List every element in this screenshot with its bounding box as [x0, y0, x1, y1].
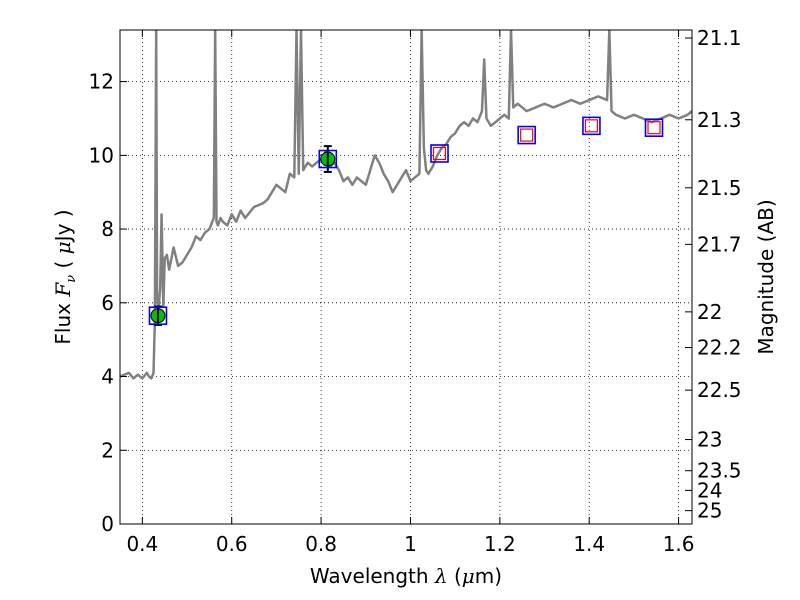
- y2-tick-label: 21.1: [697, 26, 742, 50]
- y2-axis-label: Magnitude (AB): [754, 199, 778, 354]
- y-tick-label: 4: [101, 365, 114, 389]
- x-tick-label: 0.6: [216, 532, 248, 556]
- y2-tick-label: 21.7: [697, 232, 742, 256]
- y2-tick-label: 21.5: [697, 176, 742, 200]
- y2-tick-label: 24: [697, 478, 722, 502]
- y2-tick-label: 21.3: [697, 108, 742, 132]
- x-tick-label: 1.6: [663, 532, 695, 556]
- model-flux-square: [148, 306, 168, 326]
- upper-limit-square: [432, 146, 447, 161]
- model-flux-square: [644, 118, 664, 137]
- spectrum-line: [120, 30, 692, 380]
- y-tick-label: 6: [101, 291, 114, 315]
- model-flux-square: [582, 116, 601, 136]
- y-axis-label: Flux Fν ( μJy ): [51, 209, 79, 344]
- x-tick-label: 0.8: [305, 532, 337, 556]
- x-tick-label: 1.2: [484, 532, 516, 556]
- y-tick-label: 10: [89, 143, 114, 167]
- upper-limit-square: [647, 121, 661, 135]
- y2-tick-label: 22: [697, 300, 722, 324]
- y-tick-label: 0: [101, 512, 114, 536]
- x-axis: 0.4 0.6 0.8 1 1.2 1.4 1.6: [126, 30, 695, 556]
- grid-lines: [120, 30, 692, 525]
- y2-tick-label: 22.2: [697, 336, 742, 360]
- y-tick-label: 8: [101, 217, 114, 241]
- upper-limit-square: [520, 128, 534, 142]
- x-tick-label: 1: [404, 532, 417, 556]
- x-tick-label: 1.4: [573, 532, 605, 556]
- y2-tick-label: 22.5: [697, 378, 742, 402]
- model-flux-square: [318, 149, 338, 169]
- y2-tick-label: 23.5: [697, 459, 742, 483]
- y2-tick-label: 23: [697, 428, 722, 452]
- plot-frame: [119, 29, 693, 525]
- y-tick-label: 12: [89, 70, 114, 94]
- y-axis-left: 0 2 4 6 8 10 12: [89, 70, 127, 536]
- x-axis-label: Wavelength λ (μm): [310, 564, 502, 588]
- model-flux-square: [430, 144, 449, 163]
- x-tick-label: 0.4: [126, 532, 158, 556]
- upper-limit-square: [584, 119, 599, 133]
- y-tick-label: 2: [101, 438, 114, 462]
- model-flux-square: [517, 125, 536, 145]
- y2-tick-label: 25: [697, 499, 722, 523]
- plot-area: [120, 30, 692, 380]
